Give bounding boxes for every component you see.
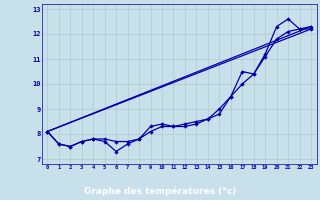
Text: Graphe des températures (°c): Graphe des températures (°c)	[84, 186, 236, 196]
